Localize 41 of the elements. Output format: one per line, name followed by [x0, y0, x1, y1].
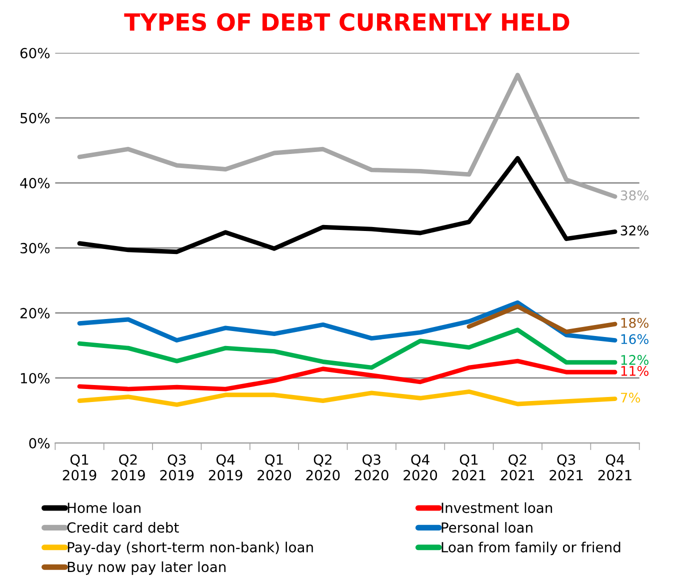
line-series	[77, 156, 618, 254]
y-tick-label: 30%	[20, 242, 50, 254]
legend-label: Personal loan	[442, 522, 532, 533]
line-series	[77, 300, 618, 342]
data-label: 16%	[621, 334, 648, 344]
x-tick-label: Q1 2020	[258, 454, 291, 480]
data-label: 32%	[620, 226, 648, 236]
x-tick-label: Q2 2019	[112, 454, 145, 480]
x-tick-label: Q3 2021	[550, 454, 583, 480]
x-tick-label: Q3 2019	[160, 454, 194, 480]
data-label: 7%	[620, 392, 640, 403]
x-tick-label: Q4 2019	[208, 454, 242, 480]
line-series	[77, 358, 618, 392]
x-tick-label: Q4 2020	[404, 454, 438, 480]
legend-label: Credit card debt	[67, 522, 179, 533]
data-label: 11%	[621, 366, 648, 376]
line-series	[466, 304, 618, 334]
y-tick-label: 60%	[20, 48, 50, 58]
y-tick-label: 40%	[20, 178, 50, 188]
x-tick-label: Q2 2021	[500, 454, 534, 480]
x-tick-label: Q2 2020	[306, 454, 340, 480]
line-series	[77, 72, 618, 199]
x-tick-label: Q1 2019	[62, 454, 96, 480]
data-label: 18%	[621, 318, 648, 328]
x-tick-label: Q4 2021	[598, 454, 632, 480]
y-tick-label: 50%	[20, 112, 50, 124]
legend-label: Loan from family or friend	[442, 542, 620, 556]
data-label: 38%	[620, 190, 648, 200]
data-label: 12%	[621, 354, 648, 365]
x-tick-label: Q3 2020	[354, 454, 388, 480]
legend-label: Home loan	[68, 502, 140, 514]
chart-title: TYPES OF DEBT CURRENTLY HELD	[124, 13, 570, 31]
x-tick-label: Q1 2021	[452, 454, 486, 480]
legend-label: Investment loan	[442, 502, 552, 514]
legend-label: Buy now pay later loan	[68, 561, 226, 575]
legend-label: Pay-day (short-term non-bank) loan	[68, 542, 313, 556]
y-tick-label: 20%	[20, 308, 50, 318]
y-tick-label: 10%	[20, 372, 50, 384]
line-series	[77, 328, 618, 370]
line-series	[77, 389, 618, 407]
y-tick-label: 0%	[29, 438, 50, 448]
